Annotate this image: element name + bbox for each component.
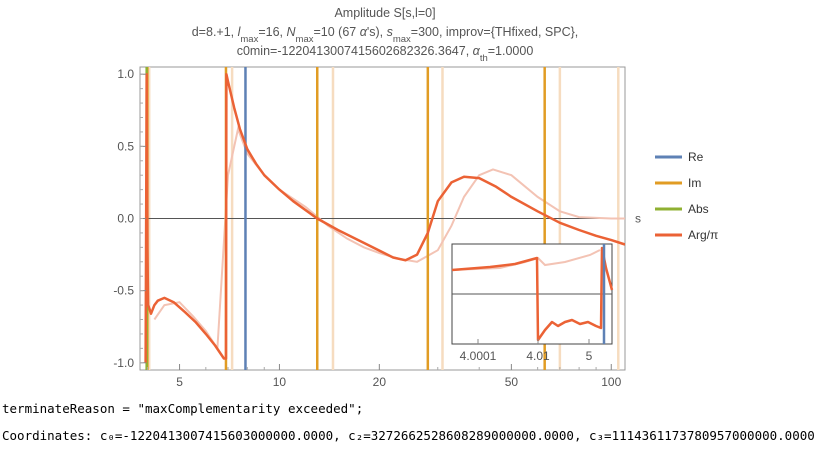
title-subscript: max [393,34,411,45]
y-tick-label: -0.5 [113,284,134,298]
inset-plot: 4.0001 4.01 5 [451,243,614,363]
y-tick-label: -1.0 [113,356,134,370]
legend-label: Abs [688,202,709,216]
title-part: =1.0000 [488,44,534,58]
x-tick-label: 20 [373,375,387,389]
title-part: l [238,25,242,39]
plot-content [140,67,625,370]
legend-label: Re [688,150,704,164]
inset-x-tick-label: 4.0001 [460,349,497,363]
title-subscript: th [480,53,488,64]
title-part: =10 (67 [313,25,359,39]
legend-label: Arg/π [688,228,718,242]
legend: Re Im Abs Arg/π [655,150,718,242]
chart-title: Amplitude S[s,l=0] [334,6,435,20]
terminate-reason-output: terminateReason = "maxComplementarity ex… [2,401,364,416]
chart-subtitle-line-1: d=8.+1, lmax=16, Nmax=10 (67 α's), smax=… [192,25,579,45]
title-part: =16, [258,25,286,39]
title-subscript: max [240,34,258,45]
x-tick-label: 100 [601,375,621,389]
inset-curve [451,246,614,342]
y-tick-label: 0.0 [117,212,134,226]
title-part: c0min=-122041300741560268232​6.3647, [237,44,473,58]
inset-faint-curve [451,249,601,271]
x-tick-label: 10 [273,375,287,389]
chart-subtitle-line-2: c0min=-122041300741560268232​6.3647, αth… [237,44,534,64]
y-tick-label: 0.5 [117,139,134,153]
series-curve-arg [144,72,625,363]
title-part: α [473,44,481,58]
x-axis-label: s [635,212,641,226]
chart: Amplitude S[s,l=0] d=8.+1, lmax=16, Nmax… [113,6,718,389]
legend-label: Im [688,176,701,190]
title-part: =300, improv={THfixed, SPC}, [411,25,578,39]
title-part: α [360,25,368,39]
title-part: d=8.+1, [192,25,238,39]
title-part: s [387,25,393,39]
title-subscript: max [296,34,314,45]
x-tick-label: 50 [505,375,519,389]
title-part: 's), [367,25,387,39]
inset-x-tick-label: 5 [586,349,593,363]
title-part: N [287,25,297,39]
x-tick-label: 5 [176,375,183,389]
y-tick-label: 1.0 [117,67,134,81]
coordinates-output: Coordinates: c₀=-1220413007415603000000.… [2,428,815,443]
inset-x-tick-label: 4.01 [526,349,550,363]
plot-area: -1.0 -0.5 0.0 0.5 1.0 5 10 20 50 100 s 4.0001 4.01 5 [113,66,641,389]
